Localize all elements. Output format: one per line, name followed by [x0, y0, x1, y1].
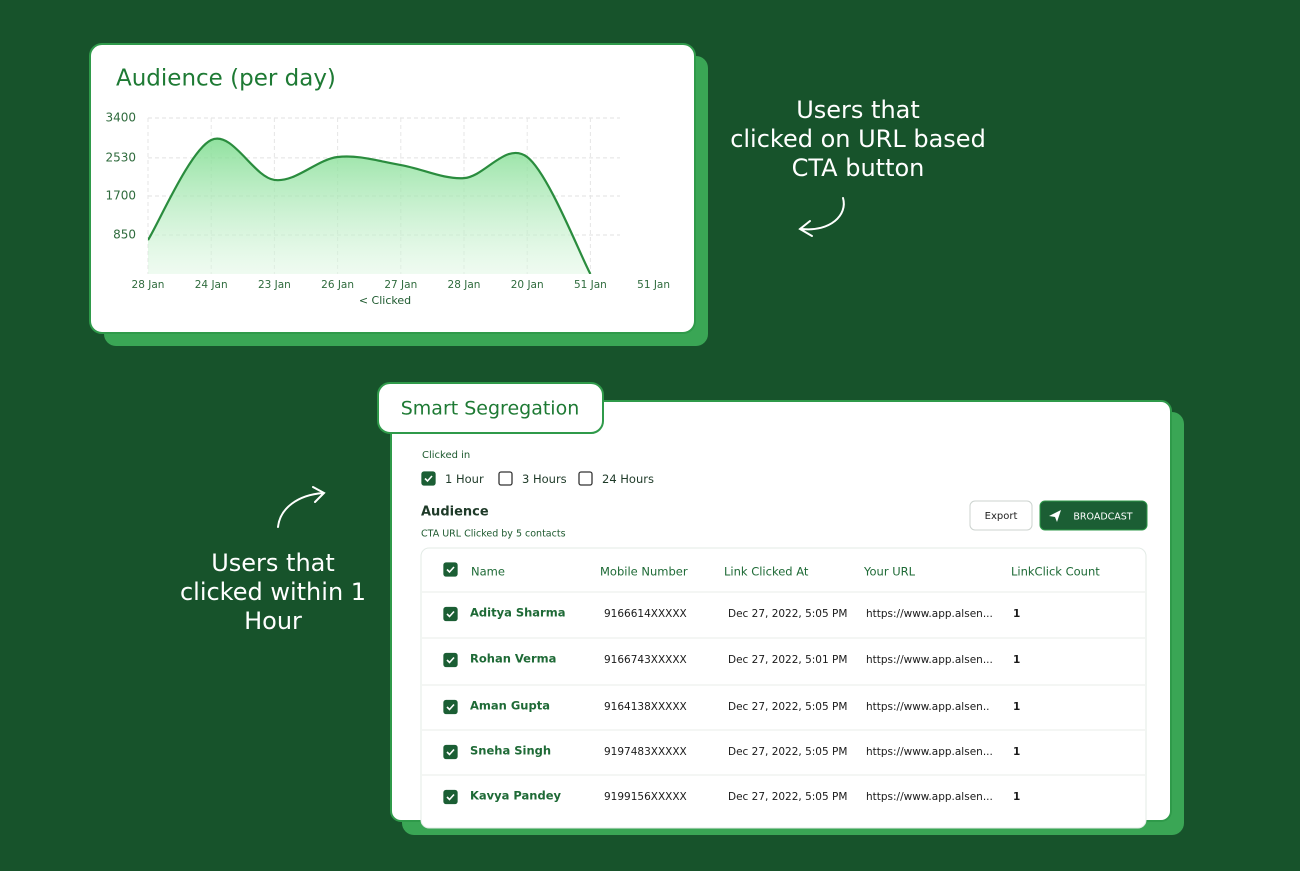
table-cell: Dec 27, 2022, 5:05 PM [728, 701, 847, 713]
name-cell: Kavya Pandey [470, 789, 562, 803]
table-cell: https://www.app.alsen.. [866, 701, 990, 713]
y-tick-label: 1700 [105, 189, 136, 203]
column-header: LinkClick Count [1011, 565, 1100, 579]
line [148, 137, 592, 274]
row-checkbox[interactable] [443, 606, 458, 622]
table-cell: 1 [1013, 701, 1020, 713]
section-title: Audience [421, 505, 489, 520]
x-tick-label: 20 Jan [511, 279, 544, 291]
section-subtitle: CTA URL Clicked by 5 contacts [421, 529, 566, 540]
table-cell: 1 [1013, 746, 1020, 758]
y-tick-label: 2530 [105, 150, 136, 164]
row-checkbox[interactable] [443, 744, 458, 760]
option-checkbox[interactable] [578, 471, 593, 486]
column-header: Link Clicked At [724, 565, 809, 579]
name-cell: Aditya Sharma [470, 606, 565, 620]
filter-label: Clicked in [422, 450, 470, 461]
annotation-line: clicked within 1 [180, 578, 366, 606]
table-cell: 1 [1013, 608, 1020, 620]
option-label: 3 Hours [522, 472, 567, 486]
table-cell: Dec 27, 2022, 5:05 PM [728, 608, 847, 620]
broadcast-button[interactable] [1039, 500, 1148, 531]
annotation-hour: Users that clicked within 1 Hour [180, 549, 366, 635]
table-cell: 9166614XXXXX [604, 608, 687, 620]
table-body: Name Mobile Number Link Clicked At Your URL… [422, 562, 1145, 805]
name-cell: Aman Gupta [470, 699, 550, 713]
x-tick-label: 28 Jan [448, 279, 481, 291]
annotation-line: CTA button [792, 154, 925, 182]
checkmark [446, 748, 455, 756]
checkmark [446, 703, 455, 711]
chart: 850 1700 2530 3400 28 Jan 24 Jan 23 Jan 26 Jan 2… [105, 111, 670, 292]
table-cell: 1 [1013, 654, 1020, 666]
checkmark [446, 656, 455, 664]
table-cell: Dec 27, 2022, 5:05 PM [728, 791, 847, 803]
checkmark [446, 793, 455, 801]
chart-title: Audience (per day) [116, 66, 336, 92]
x-tick-label: 51 Jan [574, 279, 607, 291]
segregation-title: Smart Segregation [401, 398, 580, 420]
annotation-line: Hour [244, 607, 302, 635]
option-label: 1 Hour [445, 472, 484, 486]
filter-options: 1 Hour 3 Hours 24 Hours [421, 471, 654, 486]
annotation-line: Users that [211, 549, 335, 577]
checkmark [446, 566, 455, 574]
row-checkbox[interactable] [443, 789, 458, 805]
table-cell: https://www.app.alsen... [866, 654, 993, 666]
annotation-line: clicked on URL based [730, 125, 986, 153]
checkmark [424, 475, 433, 483]
name-cell: Rohan Verma [470, 652, 556, 666]
x-tick-label: 27 Jan [384, 279, 417, 291]
name-cell: Sneha Singh [470, 744, 551, 758]
option-checkbox[interactable] [498, 471, 513, 486]
table-cell: https://www.app.alsen... [866, 608, 993, 620]
table-cell: 1 [1013, 791, 1020, 803]
table-cell: Dec 27, 2022, 5:01 PM [728, 654, 847, 666]
export-label[interactable]: Export [985, 511, 1018, 522]
table-cell: Dec 27, 2022, 5:05 PM [728, 746, 847, 758]
x-tick-label: 26 Jan [321, 279, 354, 291]
x-tick-label: 24 Jan [195, 279, 228, 291]
arrow [277, 486, 326, 528]
table-cell: 9164138XXXXX [604, 701, 687, 713]
table-cell: 9197483XXXXX [604, 746, 687, 758]
send-icon [1049, 510, 1061, 522]
annotation-line: Users that [796, 96, 920, 124]
x-tick-label: 23 Jan [258, 279, 291, 291]
table-cell: https://www.app.alsen... [866, 746, 993, 758]
export-button[interactable] [969, 500, 1033, 531]
annotation-cta: Users that clicked on URL based CTA butt… [730, 96, 986, 182]
header-checkbox[interactable] [443, 562, 458, 577]
column-header: Mobile Number [600, 565, 688, 579]
x-tick-label: 28 Jan [132, 279, 165, 291]
row-checkbox[interactable] [443, 699, 458, 715]
y-tick-label: 3400 [105, 111, 136, 125]
table [420, 547, 1147, 829]
table-cell: 9199156XXXXX [604, 791, 687, 803]
x-axis-label: < Clicked [359, 294, 411, 307]
option-label: 24 Hours [602, 472, 654, 486]
tab [377, 382, 604, 434]
y-tick-label: 850 [113, 228, 136, 242]
row-checkbox[interactable] [443, 652, 458, 668]
option-checkbox[interactable] [421, 471, 436, 486]
x-tick-label: 51 Jan [637, 279, 670, 291]
table-cell: https://www.app.alsen... [866, 791, 993, 803]
column-header: Your URL [863, 565, 916, 579]
table-cell: 9166743XXXXX [604, 654, 687, 666]
checkmark [446, 610, 455, 618]
broadcast-label[interactable]: BROADCAST [1073, 512, 1132, 523]
column-header: Name [471, 565, 505, 579]
arrow [798, 197, 845, 237]
